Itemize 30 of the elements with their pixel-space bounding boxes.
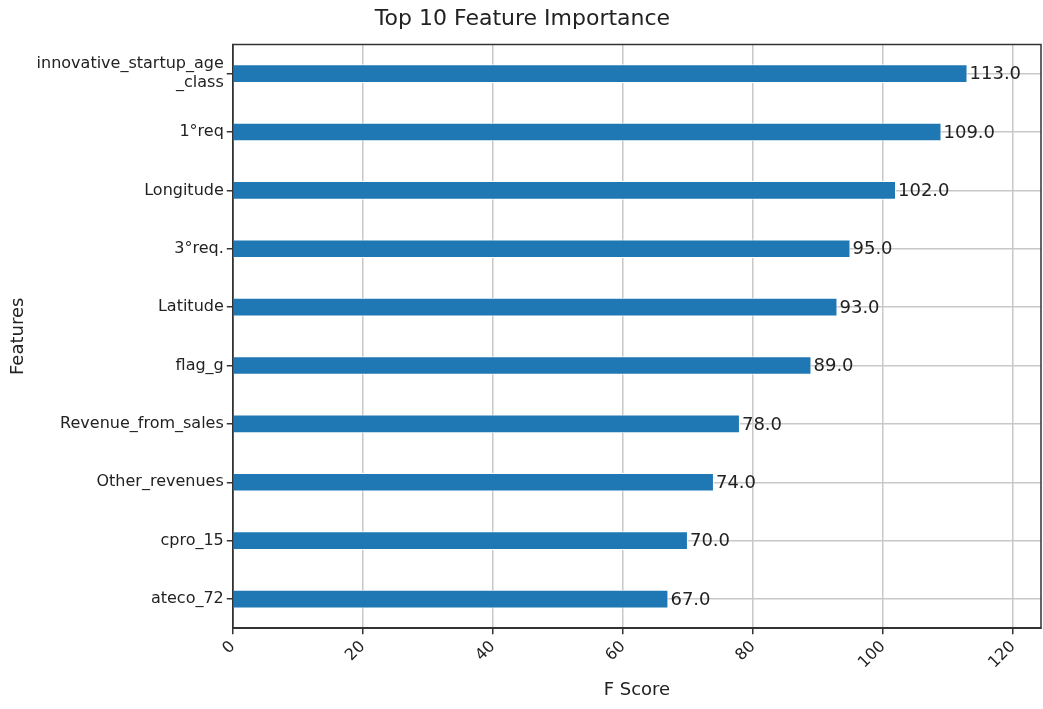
x-tick-label: 40 bbox=[470, 636, 499, 665]
y-tick-label: 1°req bbox=[179, 121, 224, 141]
data-label: 70.0 bbox=[689, 529, 731, 551]
data-label: 93.0 bbox=[839, 295, 880, 317]
y-axis-title: Features bbox=[6, 297, 28, 376]
y-tick-label: cpro_15 bbox=[160, 529, 224, 550]
y-tick-label: Latitude bbox=[157, 296, 224, 316]
y-tick-label: Other_revenues bbox=[96, 471, 224, 492]
x-tick-label: 60 bbox=[600, 636, 629, 665]
y-tick-label: Longitude bbox=[144, 179, 224, 199]
y-tick-label: Revenue_from_sales bbox=[60, 413, 224, 434]
x-tick-label: 80 bbox=[730, 636, 759, 665]
x-tick-label: 120 bbox=[983, 636, 1019, 672]
data-label: 95.0 bbox=[852, 237, 893, 259]
data-label: 67.0 bbox=[670, 587, 711, 609]
data-label: 102.0 bbox=[898, 179, 950, 201]
x-tick-label: 0 bbox=[217, 636, 239, 657]
chart-title: Top 10 Feature Importance bbox=[373, 4, 671, 30]
y-tick-label: flag_g bbox=[175, 354, 224, 375]
data-label: 113.0 bbox=[969, 62, 1022, 84]
y-tick-label: 3°req. bbox=[174, 237, 224, 257]
data-label: 109.0 bbox=[943, 120, 996, 142]
data-label: 89.0 bbox=[813, 354, 854, 376]
x-axis-title: F Score bbox=[603, 677, 671, 699]
x-tick-label: 20 bbox=[340, 636, 369, 665]
data-label: 78.0 bbox=[741, 412, 783, 434]
data-label: 74.0 bbox=[715, 470, 757, 492]
y-tick-label: innovative_startup_age _class bbox=[36, 53, 224, 93]
y-tick-label: ateco_72 bbox=[150, 588, 224, 609]
x-tick-label: 100 bbox=[853, 636, 889, 672]
